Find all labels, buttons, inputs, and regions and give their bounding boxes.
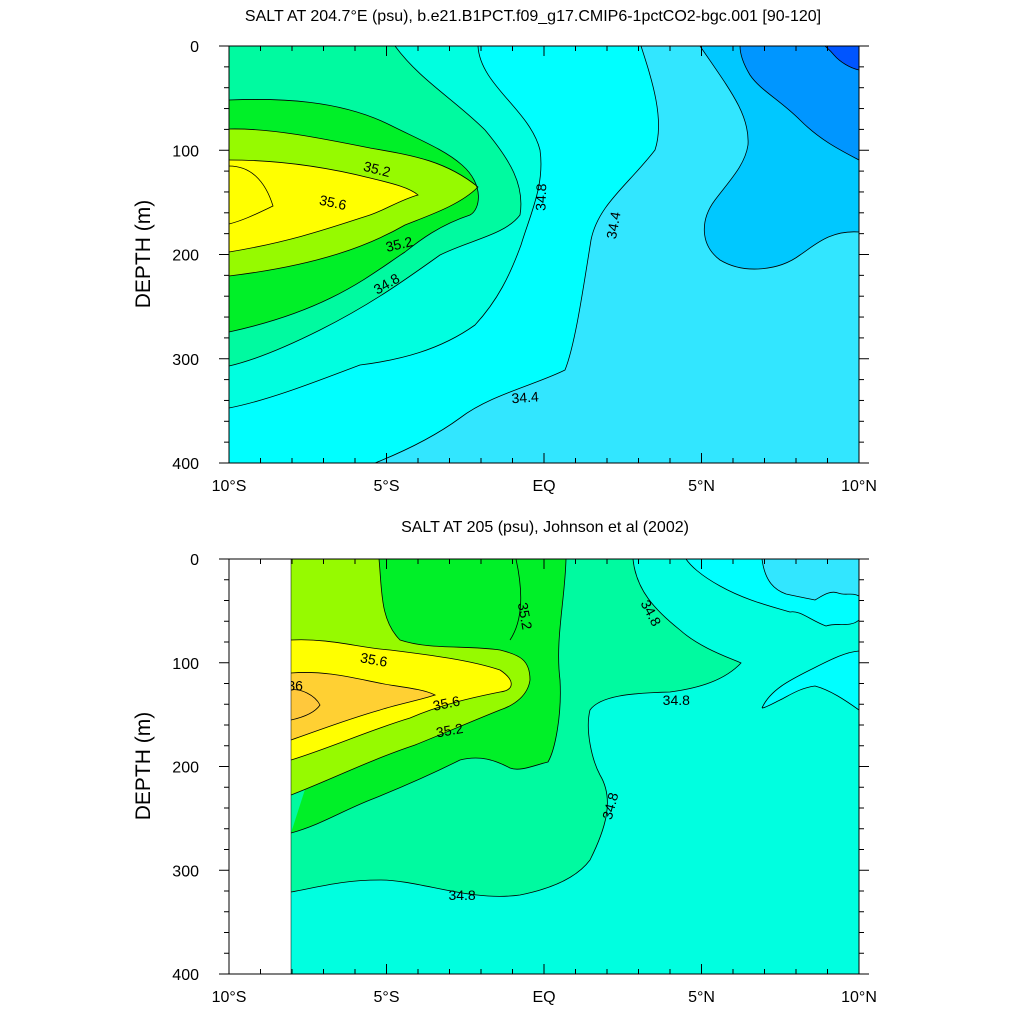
y-tick-label: 200 (172, 760, 199, 777)
x-tick-label: 10°S (212, 478, 247, 495)
fill-35.8 (291, 672, 435, 740)
y-tick-label: 0 (190, 39, 199, 56)
y-tick-label: 400 (172, 967, 199, 984)
contour-label: 35.6 (359, 649, 389, 670)
contour-label: 35.6 (318, 192, 348, 213)
panel-2-title: SALT AT 205 (psu), Johnson et al (2002) (401, 519, 689, 536)
x-tick-label: 5°N (688, 989, 715, 1006)
y-axis-label-1: DEPTH (m) (132, 200, 155, 309)
fill-35.6 (229, 160, 418, 252)
contour-label: 35.2 (435, 720, 465, 741)
y-tick-label: 400 (172, 456, 199, 473)
x-tick-label: 5°S (374, 989, 400, 1006)
contour-lines-2 (291, 559, 859, 897)
y-axis-label-2: DEPTH (m) (132, 712, 155, 821)
fill-34.6-lens (762, 651, 859, 710)
x-tick-label: EQ (532, 989, 555, 1006)
x-tick-label: EQ (532, 478, 555, 495)
x-tick-label: 10°S (212, 989, 247, 1006)
contour-label: 36 (287, 678, 303, 694)
x-tick-label: 5°N (688, 478, 715, 495)
contour-label: 34.4 (603, 210, 624, 240)
no-data-strip (229, 559, 291, 974)
contour-label: 34.8 (532, 183, 549, 211)
fill-34.4 (762, 559, 859, 600)
y-tick-label: 0 (190, 552, 199, 569)
contour-label: 34.8 (599, 790, 622, 821)
axis-ticks-1: 10°S 5°S EQ 5°N 10°N 0 100 200 300 400 (172, 39, 877, 495)
y-tick-label: 300 (172, 352, 199, 369)
contour-label: 34.8 (663, 692, 690, 708)
fill-33.8 (825, 46, 859, 70)
contour-label: 34.4 (511, 388, 540, 406)
contour-lines-1 (229, 46, 859, 463)
contour-label: 35.2 (384, 233, 414, 255)
plot-area-1: 35.235.6 34.834.435.234.834.4 (229, 46, 859, 463)
contour-label: 35.6 (431, 693, 461, 714)
y-tick-label: 300 (172, 863, 199, 880)
axis-ticks-2: 10°S 5°S EQ 5°N 10°N 0 100 200 300 400 (172, 552, 877, 1006)
y-tick-label: 100 (172, 656, 199, 673)
x-tick-label: 10°N (841, 478, 877, 495)
panel-1-title: SALT AT 204.7°E (psu), b.e21.B1PCT.f09_g… (245, 8, 821, 25)
fill-35.2-upper (379, 559, 521, 640)
contour-label: 35.2 (362, 158, 393, 180)
fill-34.0 (740, 46, 859, 160)
y-tick-label: 100 (172, 143, 199, 160)
x-tick-label: 10°N (841, 989, 877, 1006)
contour-label: 34.8 (448, 887, 475, 903)
panel-model: SALT AT 204.7°E (psu), b.e21.B1PCT.f09_g… (132, 8, 877, 495)
panel-observed: SALT AT 205 (psu), Johnson et al (2002) (132, 519, 877, 1006)
fill-36 (291, 689, 320, 720)
fill-35.6-core (229, 166, 273, 224)
y-tick-label: 200 (172, 248, 199, 265)
x-tick-label: 5°S (374, 478, 400, 495)
contour-label: 35.2 (515, 601, 536, 631)
